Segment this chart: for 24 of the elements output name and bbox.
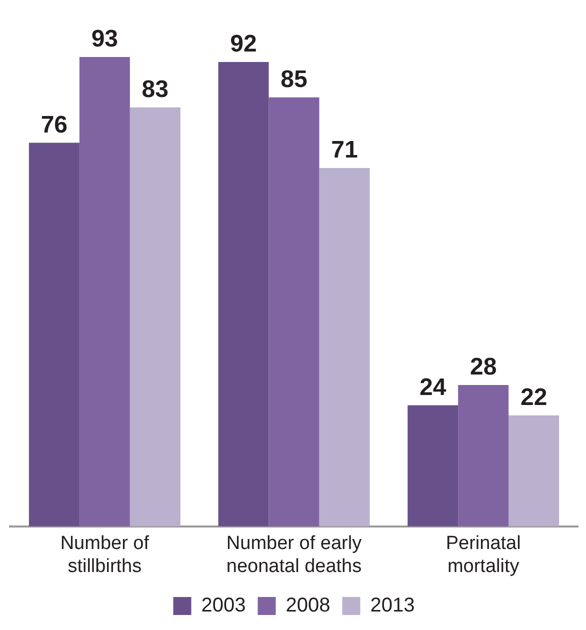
- legend-label: 2013: [370, 594, 415, 617]
- bar: [130, 107, 180, 526]
- bar: [268, 97, 320, 526]
- bar: [458, 385, 509, 526]
- legend-label: 2008: [286, 594, 330, 617]
- data-label: 93: [91, 26, 118, 53]
- data-label: 85: [280, 66, 308, 93]
- data-label: 24: [419, 374, 447, 401]
- data-label: 76: [40, 111, 68, 138]
- data-label: 83: [142, 76, 169, 104]
- x-tick-label: Perinatal mortality: [446, 533, 521, 577]
- bar: [28, 142, 80, 526]
- x-tick-label: Number of early neonatal deaths: [226, 533, 362, 577]
- data-label: 22: [520, 384, 548, 411]
- legend-label: 2003: [201, 594, 246, 617]
- bar: [79, 56, 130, 526]
- bar: [408, 405, 458, 526]
- bar: [319, 168, 370, 526]
- x-tick-label: Number of stillbirths: [60, 533, 150, 577]
- data-label: 28: [470, 354, 497, 381]
- bar: [218, 62, 269, 526]
- data-label: 92: [230, 30, 257, 58]
- data-label: 71: [331, 136, 358, 164]
- bar: [508, 415, 560, 526]
